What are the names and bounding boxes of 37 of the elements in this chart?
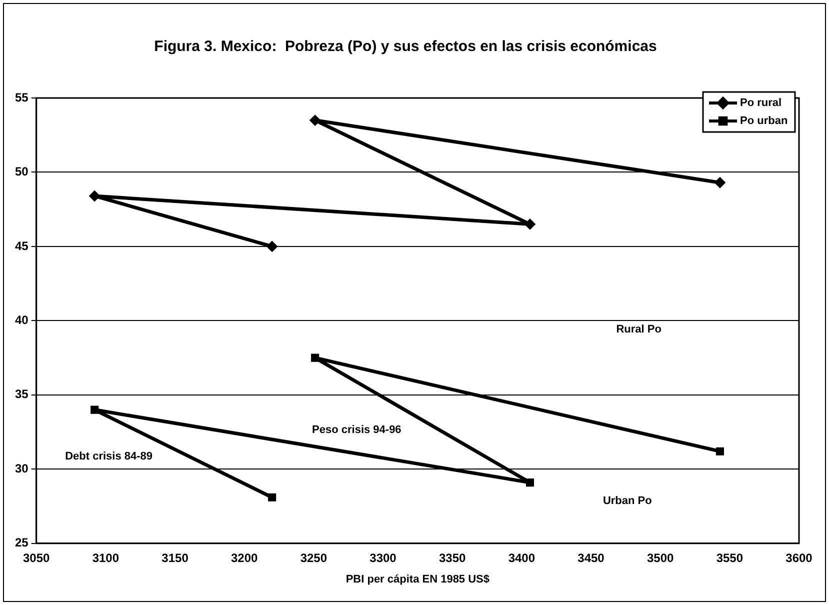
x-tick-label: 3200 (230, 550, 258, 565)
x-tick-label: 3250 (300, 550, 328, 565)
point (524, 218, 536, 230)
x-tick-label: 3550 (716, 550, 744, 565)
y-tick-label: 35 (14, 387, 29, 402)
x-tick-label: 3100 (92, 550, 120, 565)
x-tick-label: 3450 (578, 550, 605, 565)
point (266, 240, 278, 252)
x-tick-label: 3350 (438, 550, 466, 565)
point (268, 493, 276, 502)
y-tick-label: 25 (14, 536, 29, 550)
x-tick-label: 3400 (508, 550, 536, 565)
point (310, 114, 321, 126)
y-tick-label: 45 (14, 238, 29, 253)
x-tick-label: 3050 (22, 550, 50, 565)
point (714, 177, 726, 188)
chart-title: Figura 3. Mexico: Pobreza (Po) y sus efectos en las crisis económicas (154, 38, 657, 56)
legend-label: Po rural (740, 97, 782, 110)
point (311, 354, 320, 362)
legend-label: Po urban (740, 115, 788, 128)
x-axis-title: PBI per cápita EN 1985 US$ (346, 573, 490, 586)
x-tick-label: 3300 (370, 550, 397, 565)
annotation: Peso crisis 94-96 (312, 424, 402, 436)
x-tick-label: 3500 (646, 550, 674, 565)
annotation: Debt crisis 84-89 (65, 450, 153, 463)
y-tick-label: 40 (14, 313, 29, 328)
x-tick-label: 3150 (162, 550, 189, 565)
point (90, 406, 99, 414)
y-tick-label: 55 (14, 90, 29, 104)
point (526, 478, 534, 487)
point (716, 447, 724, 456)
x-tick-label: 3600 (786, 550, 813, 565)
annotation: Rural Po (616, 324, 662, 336)
y-tick-label: 50 (14, 164, 29, 179)
annotation: Urban Po (602, 495, 652, 508)
y-tick-label: 30 (14, 461, 29, 476)
point (89, 190, 100, 202)
